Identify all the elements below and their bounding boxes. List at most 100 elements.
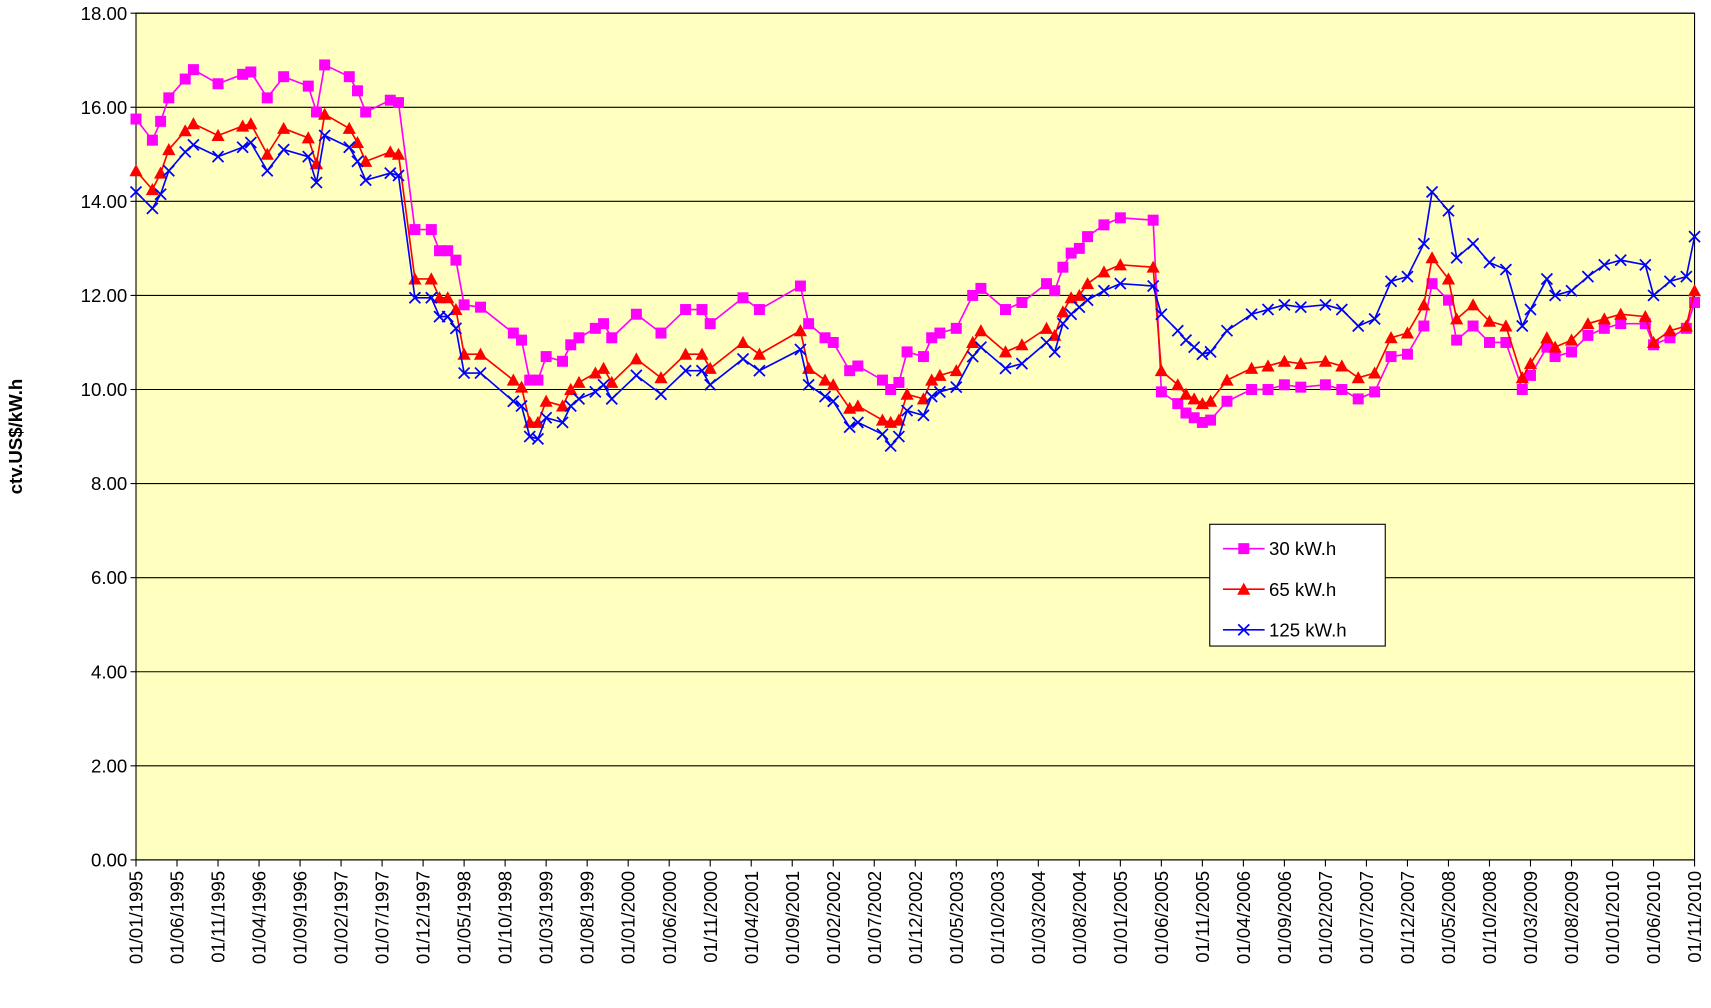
marker — [1172, 398, 1184, 410]
x-tick-label: 01/10/2008 — [1479, 871, 1500, 964]
marker — [359, 174, 372, 187]
marker — [1500, 336, 1512, 348]
marker — [1261, 303, 1275, 316]
marker — [793, 324, 808, 337]
marker — [1352, 319, 1365, 333]
marker — [851, 399, 865, 412]
marker — [564, 382, 578, 395]
marker — [704, 318, 716, 330]
x-tick-label: 01/06/2005 — [1151, 871, 1172, 964]
marker — [1482, 314, 1497, 327]
marker — [186, 117, 201, 130]
marker — [1319, 379, 1331, 391]
x-tick-label: 01/02/2002 — [823, 871, 844, 964]
marker — [1401, 270, 1414, 283]
marker — [1639, 318, 1651, 330]
marker — [211, 150, 225, 163]
marker — [752, 347, 767, 360]
marker — [696, 304, 708, 316]
marker — [1097, 265, 1111, 278]
marker — [900, 387, 914, 400]
x-tick-label: 01/06/2000 — [659, 871, 680, 964]
marker — [1384, 275, 1398, 288]
marker — [391, 147, 406, 160]
marker — [1171, 378, 1185, 391]
marker — [1614, 254, 1627, 267]
x-tick-label: 01/11/1995 — [208, 871, 229, 963]
marker — [900, 404, 914, 417]
marker — [540, 351, 552, 363]
marker — [310, 176, 323, 189]
marker — [597, 378, 610, 391]
x-tick-label: 01/12/2002 — [905, 871, 926, 964]
marker — [1278, 298, 1291, 311]
marker — [408, 272, 422, 285]
marker — [1351, 371, 1365, 384]
marker — [1368, 312, 1381, 326]
marker — [409, 224, 421, 236]
marker — [1098, 219, 1110, 231]
marker — [1261, 359, 1275, 372]
marker — [449, 322, 463, 335]
marker — [1615, 318, 1627, 330]
marker — [1516, 319, 1529, 333]
marker — [967, 289, 979, 301]
marker — [630, 308, 642, 320]
marker — [844, 365, 856, 377]
marker — [178, 124, 192, 137]
marker — [237, 68, 249, 80]
marker — [1237, 623, 1250, 636]
x-tick-label: 01/09/2001 — [782, 871, 803, 964]
marker — [1049, 285, 1061, 297]
x-tick-label: 01/07/2007 — [1356, 871, 1377, 964]
marker — [1524, 303, 1537, 316]
marker — [654, 371, 668, 384]
marker — [1180, 407, 1192, 419]
x-tick-label: 01/05/1998 — [454, 871, 475, 964]
marker — [1689, 296, 1701, 308]
marker — [302, 150, 315, 163]
x-tick-label: 01/12/2007 — [1397, 871, 1418, 964]
x-tick-label: 01/05/2003 — [946, 871, 967, 964]
marker — [1335, 359, 1349, 372]
marker — [1598, 258, 1611, 271]
marker — [1647, 289, 1660, 302]
marker — [1245, 308, 1258, 321]
marker — [1336, 384, 1348, 395]
marker — [450, 254, 462, 266]
x-tick-label: 01/01/2010 — [1602, 871, 1623, 964]
marker — [515, 399, 528, 413]
marker — [876, 428, 889, 441]
marker — [1516, 384, 1528, 395]
marker — [655, 327, 667, 339]
marker — [342, 121, 356, 134]
marker — [802, 378, 815, 391]
x-tick-label: 01/05/2008 — [1438, 871, 1459, 964]
marker — [1450, 312, 1464, 325]
x-tick-label: 01/08/2004 — [1069, 871, 1090, 964]
x-tick-label: 01/04/2006 — [1233, 871, 1254, 964]
marker — [514, 380, 529, 393]
x-tick-label: 01/01/1995 — [126, 871, 147, 964]
marker — [507, 395, 520, 408]
marker — [1384, 331, 1398, 344]
marker — [555, 399, 570, 412]
marker — [540, 411, 553, 424]
marker — [1483, 256, 1496, 269]
marker — [1597, 312, 1611, 325]
marker — [458, 366, 471, 380]
marker — [1147, 214, 1159, 226]
marker — [876, 374, 888, 386]
marker — [892, 430, 905, 443]
marker — [524, 374, 536, 386]
marker — [974, 341, 988, 354]
marker — [1548, 289, 1562, 302]
y-tick-label: 6.00 — [91, 567, 127, 588]
marker — [1041, 278, 1053, 290]
y-tick-label: 14.00 — [81, 191, 128, 212]
marker — [301, 131, 315, 144]
marker — [1205, 414, 1217, 426]
marker — [1663, 324, 1677, 337]
marker — [917, 351, 929, 363]
x-tick-label: 01/04/1996 — [249, 871, 270, 964]
